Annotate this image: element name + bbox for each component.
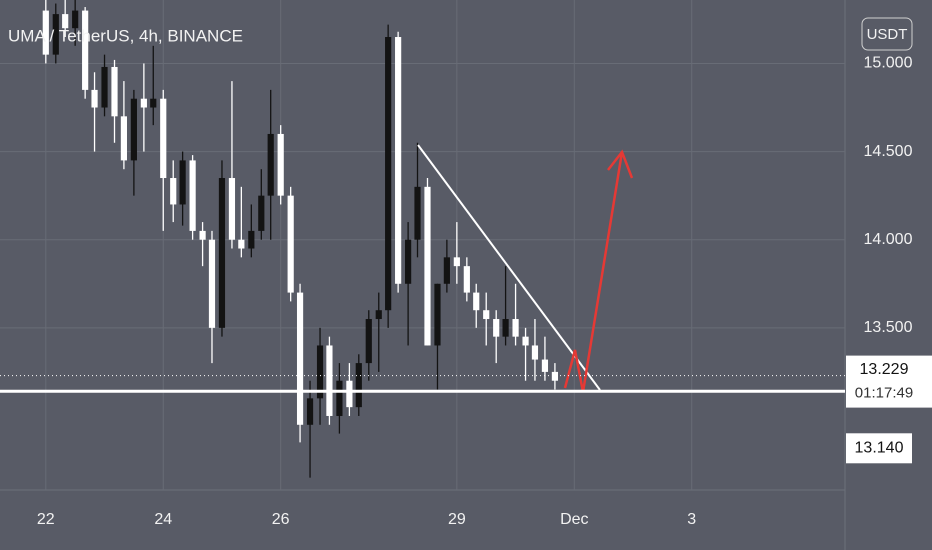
candle-body — [463, 266, 470, 293]
candle-body — [336, 380, 343, 416]
x-tick-label: 29 — [448, 511, 466, 528]
candle-body — [277, 133, 284, 196]
candle-body — [395, 37, 402, 284]
candle-body — [434, 283, 441, 346]
candle-body — [531, 345, 539, 360]
chart-title: UMA / TetherUS, 4h, BINANCE — [8, 26, 243, 45]
y-tick-label: 14.500 — [864, 143, 913, 160]
candle-body — [72, 10, 79, 29]
currency-label: USDT — [867, 26, 908, 43]
y-tick-label: 15.000 — [864, 55, 913, 72]
candle-body — [453, 257, 460, 267]
x-tick-label: 22 — [37, 511, 55, 528]
candle-body — [101, 66, 108, 108]
candle-body — [473, 292, 480, 311]
candle-body — [218, 178, 226, 328]
candle-body — [541, 359, 549, 372]
candle-body — [502, 319, 509, 337]
trend-line — [417, 144, 601, 391]
candle-body — [228, 178, 236, 240]
countdown-label: 01:17:49 — [855, 385, 913, 402]
red-arrow-head — [607, 149, 634, 179]
candle-body — [424, 186, 431, 346]
candle-body — [296, 292, 304, 425]
candle-body — [170, 178, 177, 205]
candle-body — [82, 10, 89, 90]
last-price-label: 13.229 — [860, 361, 909, 378]
candle-body — [160, 98, 167, 179]
candle-body — [316, 345, 324, 399]
candle-body — [512, 319, 519, 337]
candle-body — [52, 14, 59, 55]
candle-body — [522, 336, 529, 346]
level-box — [846, 433, 912, 464]
candles — [42, 0, 559, 478]
currency-badge[interactable] — [861, 17, 913, 51]
x-tick-label: 24 — [154, 511, 172, 528]
x-tick-label: Dec — [560, 511, 588, 528]
candle-body — [346, 380, 353, 408]
candle-body — [150, 98, 157, 108]
candle-body — [405, 239, 412, 284]
candle-body — [355, 363, 362, 408]
candle-body — [248, 230, 255, 249]
candle-body — [42, 10, 49, 55]
x-tick-label: 3 — [687, 511, 696, 528]
candle-body — [287, 195, 294, 293]
candle-body — [326, 345, 333, 416]
candle-body — [258, 195, 265, 231]
candle-body — [493, 319, 500, 337]
level-label: 13.140 — [855, 440, 904, 457]
candle-body — [189, 160, 196, 231]
candle-body — [375, 310, 382, 320]
y-tick-label: 14.000 — [864, 231, 913, 248]
last-price-box — [846, 355, 932, 408]
candle-body — [130, 98, 137, 161]
candle-body — [111, 66, 118, 117]
candle-body — [238, 239, 245, 249]
candle-body — [414, 186, 421, 240]
candle-body — [120, 116, 127, 161]
x-tick-label: 26 — [272, 511, 290, 528]
candle-body — [208, 239, 216, 328]
candle-body — [140, 98, 147, 108]
candle-body — [443, 257, 450, 284]
candle-body — [306, 398, 314, 425]
y-tick-label: 13.500 — [864, 319, 913, 336]
candle-body — [267, 133, 274, 196]
candle-body — [199, 230, 206, 240]
red-arrow — [563, 151, 624, 393]
candle-body — [483, 310, 490, 320]
candle-body — [62, 14, 69, 29]
candle-body — [179, 160, 186, 205]
candle-body — [365, 319, 372, 364]
candle-body — [551, 371, 559, 381]
candle-body — [91, 89, 98, 108]
candle-body — [385, 37, 392, 311]
